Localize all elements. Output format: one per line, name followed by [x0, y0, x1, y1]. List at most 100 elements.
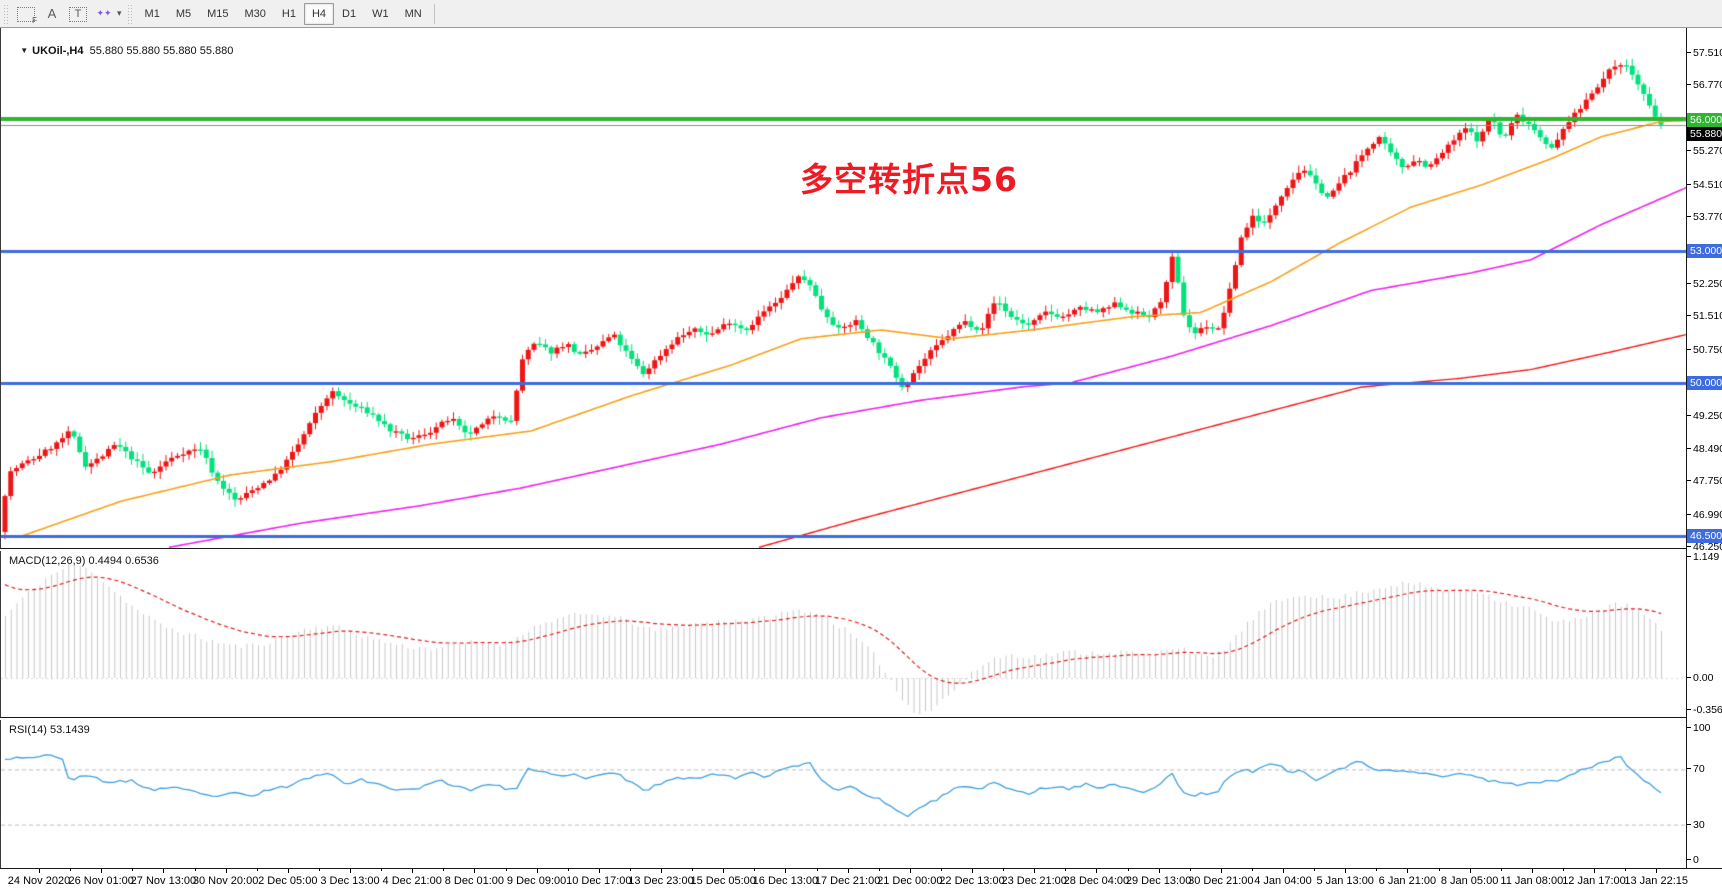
price-tick: 56.770 [1687, 79, 1722, 91]
time-label: 27 Nov 13:00 [130, 875, 197, 887]
timeframe-h1[interactable]: H1 [281, 7, 296, 20]
chevron-down-icon[interactable]: ▾ [117, 8, 122, 18]
time-tick-minor [443, 869, 445, 871]
time-tick-minor [567, 869, 569, 871]
time-label: 22 Dec 13:00 [939, 875, 1005, 887]
time-label: 26 Nov 01:00 [68, 875, 134, 887]
time-tick-major [661, 869, 662, 873]
rsi-tick: 70 [1687, 763, 1705, 775]
text-label-tool-button[interactable]: A [40, 3, 64, 25]
price-tick: 55.270 [1687, 145, 1722, 157]
price-axis[interactable]: 57.510 56.770 55.270 54.510 53.770 52.250 51.5… [1686, 28, 1722, 868]
time-tick-minor [629, 869, 631, 871]
text-box-tool-button[interactable]: T [66, 3, 90, 25]
price-badge: 53.000 [1687, 244, 1722, 258]
toolbar-grip[interactable] [126, 3, 134, 24]
main-chart-panel [0, 28, 1687, 548]
time-tick-major [1407, 869, 1409, 873]
macd-tick: -0.3563 [1687, 704, 1722, 716]
time-tick-minor [692, 869, 694, 871]
chart-shift-tool-button[interactable]: F [14, 3, 38, 25]
time-label: 16 Dec 13:00 [752, 875, 819, 887]
arrows-icon: ✦✦ [96, 8, 112, 18]
time-tick-major [909, 869, 911, 873]
text-a-icon: A [47, 6, 57, 21]
dotted-box-icon [69, 6, 87, 22]
price-tick: 48.490 [1687, 443, 1722, 455]
price-badge: 46.500 [1687, 529, 1722, 543]
time-label: 28 Dec 04:00 [1063, 875, 1130, 887]
time-tick-major [1096, 869, 1098, 873]
time-label: 5 Jan 13:00 [1316, 875, 1374, 887]
time-tick-major [1469, 869, 1471, 873]
timeframe-m5[interactable]: M5 [175, 7, 192, 20]
ohlc-values: 55.880 55.880 55.880 55.880 [89, 45, 234, 57]
price-chart-canvas[interactable] [1, 28, 1687, 548]
time-tick-major [847, 869, 849, 873]
price-tick: 57.510 [1687, 47, 1722, 59]
time-tick-minor [1189, 869, 1191, 871]
time-tick-major [1594, 869, 1595, 873]
timeframe-mn[interactable]: MN [404, 7, 422, 20]
time-tick-minor [1625, 869, 1627, 871]
timeframe-m1[interactable]: M1 [144, 7, 160, 20]
time-tick-major [225, 869, 227, 873]
arrows-tool-button[interactable]: ✦✦ [92, 3, 116, 25]
time-tick-minor [381, 869, 383, 871]
price-tick: 53.770 [1687, 211, 1722, 223]
window-border [0, 27, 1722, 28]
time-tick-minor [194, 869, 196, 871]
price-annotation-text: 多空转折点56 [800, 160, 1018, 199]
toolbar: F A T ✦✦ ▾ M1 M5 M15 M30 H1 H4 D1 W1 MN [0, 0, 1722, 28]
time-label: 29 Dec 13:00 [1125, 875, 1192, 887]
time-label: 30 Dec 21:00 [1188, 875, 1254, 887]
toolbar-grip[interactable] [3, 3, 10, 24]
rsi-tick: 100 [1687, 722, 1711, 734]
chart-dropdown-icon[interactable]: ▼ [20, 46, 29, 55]
rsi-tick: 0 [1687, 854, 1699, 866]
time-axis[interactable]: 24 Nov 2020 26 Nov 01:00 27 Nov 13:00 30 No… [0, 868, 1722, 896]
price-tick: 54.510 [1687, 179, 1722, 191]
time-label: 17 Dec 21:00 [814, 875, 881, 887]
timeframe-d1[interactable]: D1 [342, 7, 357, 20]
time-tick-major [1345, 869, 1347, 873]
time-label: 9 Dec 09:00 [506, 875, 567, 887]
time-tick-major [1531, 869, 1533, 873]
time-tick-major [1220, 869, 1222, 873]
time-tick-minor [1127, 869, 1129, 871]
time-tick-minor [1251, 869, 1253, 871]
price-tick: 49.250 [1687, 410, 1722, 422]
time-label: 10 Dec 17:00 [566, 875, 632, 887]
timeframe-w1[interactable]: W1 [372, 7, 389, 20]
time-tick-minor [70, 869, 72, 871]
macd-label: MACD(12,26,9) 0.4494 0.6536 [9, 555, 159, 567]
time-label: 21 Dec 00:00 [877, 875, 943, 887]
rsi-canvas[interactable] [1, 720, 1687, 868]
time-tick-minor [132, 869, 134, 871]
time-label: 8 Dec 01:00 [444, 875, 505, 887]
macd-canvas[interactable] [1, 551, 1687, 717]
time-tick-minor [1438, 869, 1440, 871]
text-t-icon: T [74, 7, 82, 20]
rsi-tick: 30 [1687, 819, 1705, 831]
price-tick: 46.250 [1687, 541, 1722, 553]
rsi-panel: RSI(14) 53.1439 [0, 720, 1687, 868]
time-label: 2 Dec 05:00 [258, 875, 318, 887]
shift-f-label: F [32, 15, 37, 25]
price-tick: 51.510 [1687, 310, 1722, 322]
time-label: 3 Dec 13:00 [320, 875, 380, 887]
time-tick-major [412, 869, 414, 873]
timeframe-m15[interactable]: M15 [207, 7, 229, 20]
time-tick-major [1283, 869, 1284, 873]
time-tick-minor [256, 869, 258, 871]
timeframe-m30[interactable]: M30 [244, 7, 266, 20]
price-tick: 46.990 [1687, 509, 1722, 521]
time-label: 6 Jan 21:00 [1378, 875, 1437, 887]
time-tick-major [723, 869, 725, 873]
time-tick-major [39, 869, 40, 873]
timeframe-h4[interactable]: H4 [303, 2, 335, 25]
symbol-period-label: UKOil-,H4 [32, 45, 84, 57]
time-label: 8 Jan 05:00 [1440, 875, 1499, 887]
macd-tick: 1.149 [1687, 551, 1719, 563]
